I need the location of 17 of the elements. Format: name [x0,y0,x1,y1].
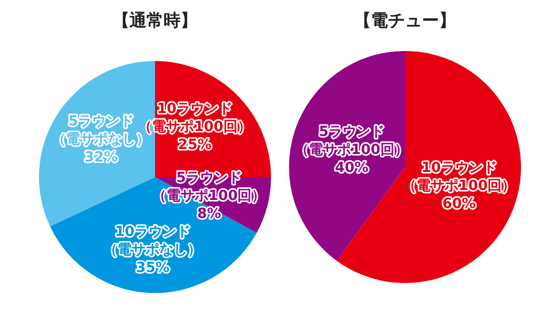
chart-title: 【通常時】 [112,11,198,31]
slice-label: 5ラウンド [176,170,242,186]
slice-label: 35% [136,260,170,276]
slice-label: 10ラウンド [115,224,190,240]
slice-label: 60% [442,196,476,212]
slice-label: 25% [178,137,212,154]
slice-label: （電サポ100回） [402,178,516,194]
slice-label: 10ラウンド [421,160,497,176]
slice-label: 32% [84,149,118,166]
slice-label: （電サポなし） [104,242,202,258]
slice-label: 10ラウンド [157,101,232,118]
slice-label: 5ラウンド [68,113,134,130]
slice-label: （電サポ100回） [295,142,408,158]
slice-label: 8% [197,206,221,222]
slice-label: 40% [335,160,369,176]
slice-label: 5ラウンド [318,124,385,140]
chart-title: 【電チュー】 [354,11,456,31]
